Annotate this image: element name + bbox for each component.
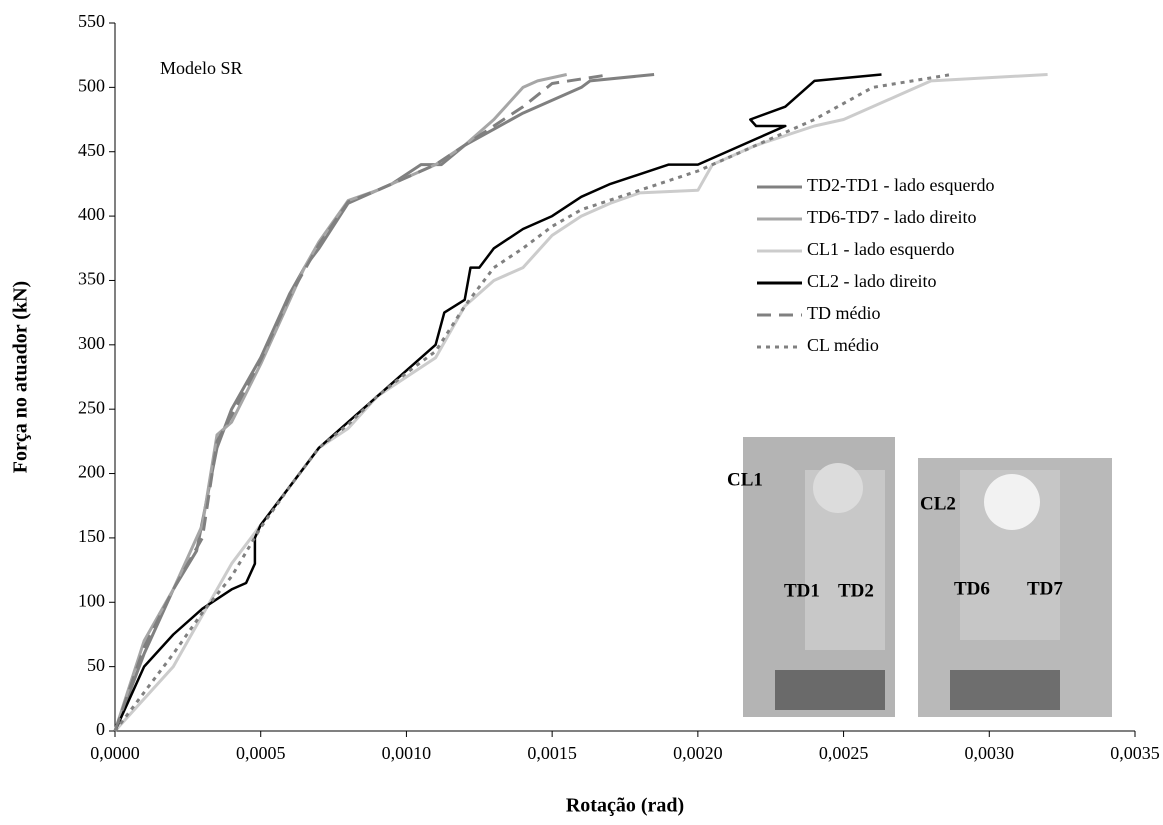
y-tick-label: 200 bbox=[78, 462, 105, 482]
series-line bbox=[113, 73, 655, 732]
legend-label: CL2 - lado direito bbox=[807, 271, 936, 291]
photo-label: TD6 bbox=[954, 578, 990, 599]
x-tick-label: 0,0010 bbox=[382, 743, 432, 763]
x-axis-title: Rotação (rad) bbox=[566, 795, 684, 817]
series-line bbox=[113, 73, 882, 732]
annotation: Modelo SR bbox=[160, 58, 243, 78]
photo-label: TD1 bbox=[784, 580, 820, 601]
y-tick-label: 50 bbox=[87, 655, 105, 675]
y-axis-title: Força no atuador (kN) bbox=[10, 281, 32, 473]
legend-label: CL1 - lado esquerdo bbox=[807, 239, 954, 259]
x-tick-label: 0,0025 bbox=[819, 743, 869, 763]
series-line bbox=[113, 73, 568, 732]
photo-label: CL1 bbox=[727, 469, 763, 490]
photo-label: CL2 bbox=[920, 493, 956, 514]
x-tick-label: 0,0020 bbox=[673, 743, 723, 763]
photo-label: TD2 bbox=[838, 580, 874, 601]
y-tick-label: 100 bbox=[78, 590, 105, 610]
photo-detail bbox=[775, 670, 885, 710]
x-tick-label: 0,0000 bbox=[90, 743, 140, 763]
x-tick-label: 0,0005 bbox=[236, 743, 286, 763]
y-tick-label: 450 bbox=[78, 140, 105, 160]
series-line bbox=[113, 73, 611, 732]
y-tick-label: 550 bbox=[78, 11, 105, 31]
y-tick-label: 400 bbox=[78, 204, 105, 224]
photo-detail bbox=[950, 670, 1060, 710]
y-tick-label: 0 bbox=[96, 719, 105, 739]
legend-label: TD6-TD7 - lado direito bbox=[807, 207, 976, 227]
photo-detail bbox=[813, 463, 863, 513]
y-tick-label: 500 bbox=[78, 75, 105, 95]
photo-label: TD7 bbox=[1027, 578, 1063, 599]
y-tick-label: 300 bbox=[78, 333, 105, 353]
legend-label: TD médio bbox=[807, 303, 881, 323]
y-tick-label: 250 bbox=[78, 397, 105, 417]
series-line bbox=[113, 73, 1048, 733]
photo-detail bbox=[984, 474, 1040, 530]
legend-label: TD2-TD1 - lado esquerdo bbox=[807, 175, 994, 195]
photos bbox=[743, 437, 1112, 717]
y-tick-label: 350 bbox=[78, 269, 105, 289]
x-tick-label: 0,0015 bbox=[527, 743, 577, 763]
y-tick-label: 150 bbox=[78, 526, 105, 546]
legend-label: CL médio bbox=[807, 335, 879, 355]
x-tick-label: 0,0035 bbox=[1110, 743, 1160, 763]
x-tick-label: 0,0030 bbox=[965, 743, 1015, 763]
